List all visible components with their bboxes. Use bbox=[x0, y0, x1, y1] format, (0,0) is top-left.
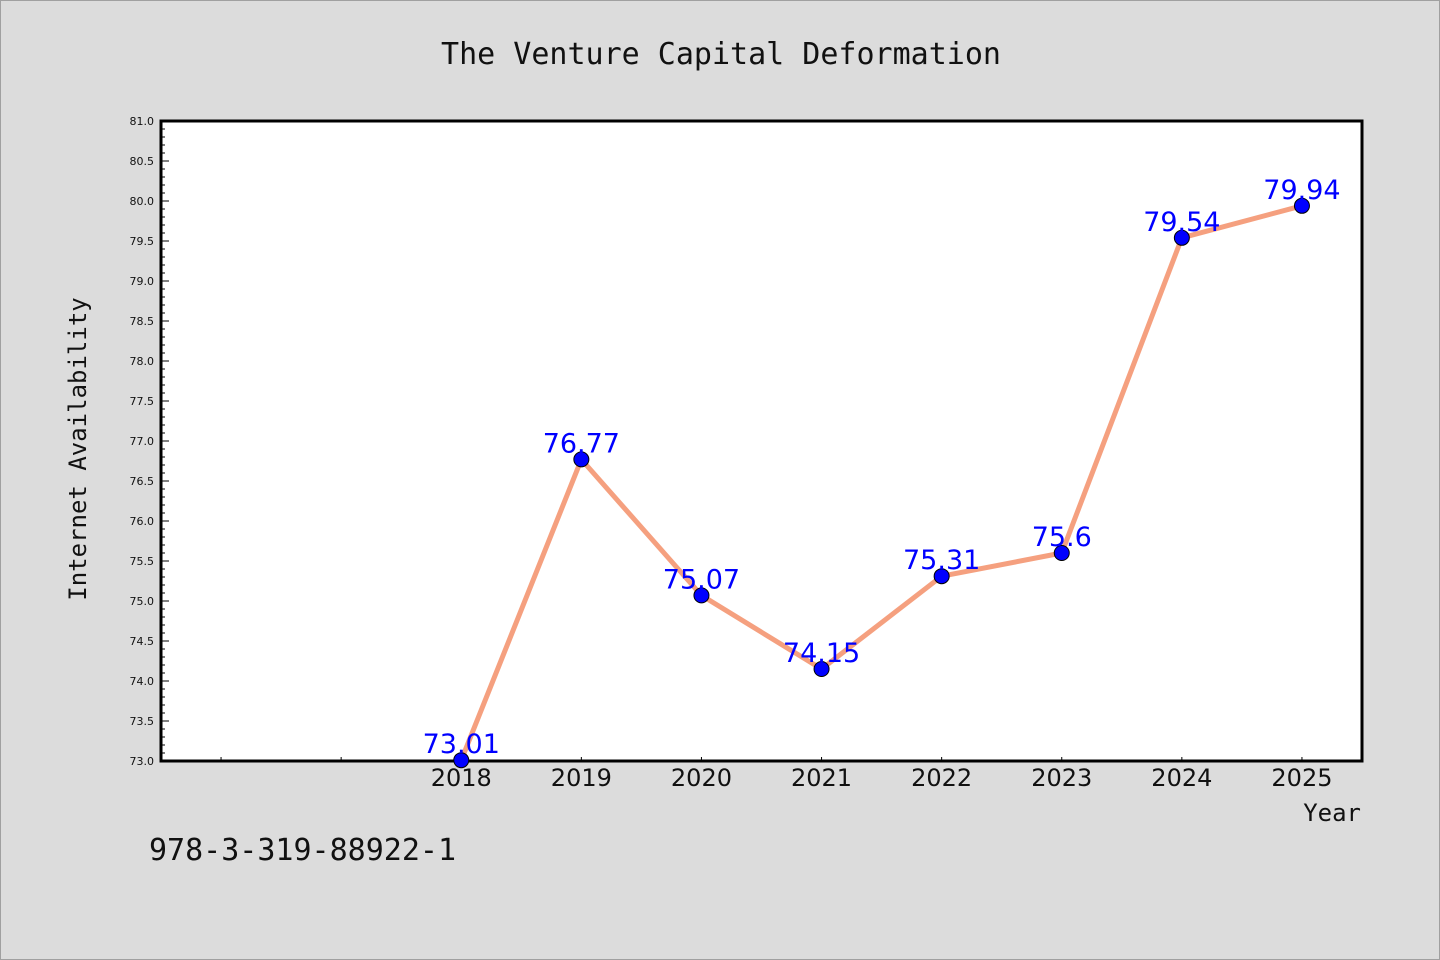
data-label: 76.77 bbox=[543, 428, 620, 459]
x-tick-label: 2021 bbox=[791, 764, 852, 792]
chart-title: The Venture Capital Deformation bbox=[441, 37, 1001, 72]
y-tick-label: 75.5 bbox=[130, 555, 155, 568]
y-tick-label: 73.5 bbox=[130, 715, 155, 728]
data-point bbox=[1053, 545, 1070, 561]
data-label: 73.01 bbox=[423, 729, 500, 760]
y-tick-label: 79.0 bbox=[130, 275, 155, 288]
y-tick-label: 80.0 bbox=[130, 195, 155, 208]
x-tick-label: 2020 bbox=[671, 764, 732, 792]
y-axis-label: Internet Availability bbox=[64, 297, 92, 600]
x-tick-label: 2024 bbox=[1151, 764, 1212, 792]
data-label: 79.94 bbox=[1263, 175, 1340, 206]
x-tick-label: 2022 bbox=[911, 764, 972, 792]
y-tick-label: 75.0 bbox=[130, 595, 155, 608]
y-tick-label: 74.0 bbox=[130, 675, 155, 688]
x-tick-label: 2018 bbox=[431, 764, 492, 792]
y-tick-label: 79.5 bbox=[130, 235, 155, 248]
data-point bbox=[453, 752, 470, 769]
data-point bbox=[933, 568, 950, 585]
y-tick-label: 77.5 bbox=[130, 395, 155, 408]
y-tick-label: 73.0 bbox=[130, 755, 155, 768]
data-point bbox=[813, 661, 830, 677]
x-axis-label: Year bbox=[1303, 799, 1361, 827]
x-tick-label: 2023 bbox=[1031, 764, 1092, 792]
data-label: 79.54 bbox=[1143, 207, 1220, 238]
data-label: 75.07 bbox=[663, 564, 740, 595]
data-point bbox=[573, 451, 590, 468]
series-line bbox=[458, 203, 1303, 762]
data-label: 74.15 bbox=[783, 638, 860, 669]
y-tick-label: 78.5 bbox=[130, 315, 155, 328]
y-axis: 73.0 73.5 74.0 74.5 75.0 75.5 76.0 76.5 77.0 77.5… bbox=[130, 115, 169, 768]
y-tick-label: 76.5 bbox=[130, 475, 155, 488]
data-point bbox=[1293, 197, 1310, 214]
x-axis: 2018 2019 2020 2021 2022 2023 2024 2025 bbox=[220, 757, 1332, 792]
plot-area bbox=[159, 119, 1364, 763]
x-tick-label: 2025 bbox=[1271, 764, 1332, 792]
y-tick-label: 76.0 bbox=[130, 515, 155, 528]
footer-isbn: 978-3-319-88922-1 bbox=[149, 833, 457, 868]
y-tick-label: 78.0 bbox=[130, 355, 155, 368]
y-tick-label: 80.5 bbox=[130, 155, 155, 168]
data-label: 75.6 bbox=[1032, 522, 1092, 553]
series-layer: 73.01 76.77 75.07 74.15 75.31 75.6 79.54 79.94 bbox=[423, 175, 1341, 769]
y-tick-label: 74.5 bbox=[130, 635, 155, 648]
data-point bbox=[1173, 229, 1190, 246]
data-point bbox=[693, 587, 710, 604]
data-label: 75.31 bbox=[903, 545, 980, 576]
y-tick-label: 77.0 bbox=[130, 435, 155, 448]
x-tick-label: 2019 bbox=[551, 764, 612, 792]
y-tick-label: 81.0 bbox=[130, 115, 155, 128]
